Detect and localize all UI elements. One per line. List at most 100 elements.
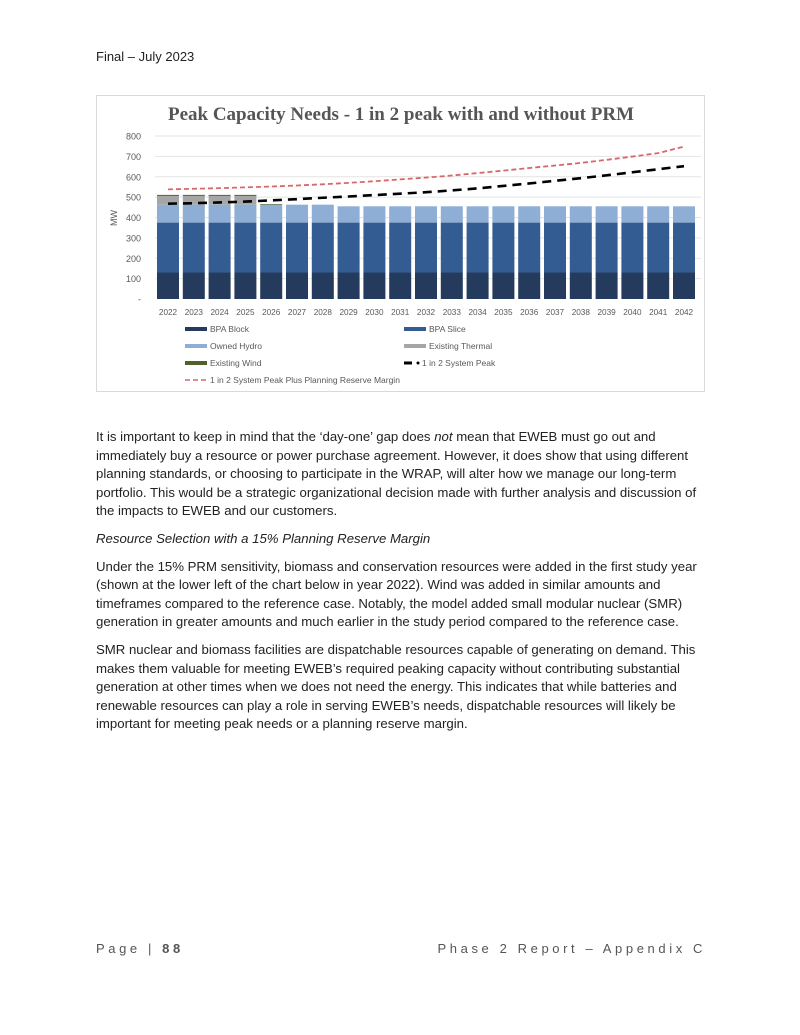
bar-segment-owned-hydro bbox=[286, 204, 308, 223]
bar-segment-bpa-slice bbox=[492, 222, 515, 273]
bar-segment-bpa-slice bbox=[389, 222, 412, 273]
p1-text-a: It is important to keep in mind that the… bbox=[96, 429, 435, 444]
bar-segment-bpa-block bbox=[595, 272, 618, 299]
bar-segment-owned-hydro bbox=[389, 206, 412, 223]
y-tick-label: 300 bbox=[126, 233, 141, 243]
bar-segment-bpa-slice bbox=[415, 222, 437, 273]
bar-segment-owned-hydro bbox=[492, 206, 515, 223]
x-tick-label: 2039 bbox=[597, 308, 616, 317]
bar-segment-owned-hydro bbox=[466, 206, 489, 223]
bar-segment-owned-hydro bbox=[311, 204, 334, 223]
bar-segment-owned-hydro bbox=[363, 206, 386, 223]
bar-segment-bpa-block bbox=[621, 272, 644, 299]
legend-swatch bbox=[404, 344, 426, 348]
bar-segment-bpa-block bbox=[311, 272, 334, 299]
bar-segment-owned-hydro bbox=[595, 206, 618, 223]
bar-segment-bpa-slice bbox=[337, 222, 360, 273]
y-tick-label: 600 bbox=[126, 172, 141, 182]
y-axis-label: MW bbox=[109, 210, 119, 226]
bar-segment-owned-hydro bbox=[544, 206, 566, 223]
paragraph-smr-biomass: SMR nuclear and biomass facilities are d… bbox=[96, 641, 696, 732]
bar-segment-owned-hydro bbox=[415, 206, 437, 223]
y-tick-label: 200 bbox=[126, 254, 141, 264]
paragraph-prm-sensitivity: Under the 15% PRM sensitivity, biomass a… bbox=[96, 558, 697, 630]
legend-swatch-dot bbox=[416, 361, 420, 365]
bar-segment-owned-hydro bbox=[260, 204, 283, 223]
bar-segment-bpa-block bbox=[647, 272, 670, 299]
bar-segment-owned-hydro bbox=[518, 206, 541, 223]
bar-segment-existing-wind bbox=[260, 204, 283, 205]
x-tick-label: 2042 bbox=[675, 308, 694, 317]
bar-segment-bpa-block bbox=[182, 272, 205, 299]
x-tick-label: 2037 bbox=[546, 308, 565, 317]
bar-segment-owned-hydro bbox=[157, 204, 179, 223]
bar-segment-existing-wind bbox=[182, 194, 205, 196]
bar-segment-bpa-slice bbox=[260, 222, 283, 273]
x-tick-label: 2028 bbox=[314, 308, 333, 317]
peak-capacity-chart: Peak Capacity Needs - 1 in 2 peak with a… bbox=[96, 95, 705, 392]
x-tick-label: 2035 bbox=[494, 308, 513, 317]
bar-segment-existing-thermal bbox=[208, 195, 231, 205]
legend-label: Owned Hydro bbox=[210, 341, 262, 351]
bar-segment-owned-hydro bbox=[673, 206, 695, 223]
legend-swatch bbox=[185, 361, 207, 365]
bar-segment-existing-wind bbox=[234, 194, 257, 196]
bar-segment-existing-thermal bbox=[182, 195, 205, 205]
p1-text-b: mean that EWEB must go out and immediate… bbox=[96, 429, 697, 519]
bar-segment-bpa-slice bbox=[544, 222, 566, 273]
bar-segment-bpa-block bbox=[157, 272, 179, 299]
bar-segment-bpa-slice bbox=[157, 222, 179, 273]
x-tick-label: 2022 bbox=[159, 308, 178, 317]
page-header: Final – July 2023 bbox=[96, 49, 195, 64]
bar-segment-bpa-block bbox=[208, 272, 231, 299]
bar-segment-bpa-slice bbox=[647, 222, 670, 273]
paragraph-day-one-gap: It is important to keep in mind that the… bbox=[96, 428, 708, 521]
legend-label: BPA Block bbox=[210, 324, 250, 334]
p1-emphasis: not bbox=[434, 429, 453, 444]
bar-segment-bpa-block bbox=[286, 272, 308, 299]
bar-segment-bpa-block bbox=[389, 272, 412, 299]
x-tick-label: 2033 bbox=[443, 308, 462, 317]
bar-segment-existing-thermal bbox=[157, 195, 179, 205]
bar-segment-bpa-slice bbox=[286, 222, 308, 273]
bar-segment-bpa-block bbox=[234, 272, 257, 299]
chart-title: Peak Capacity Needs - 1 in 2 peak with a… bbox=[168, 104, 634, 125]
bar-segment-owned-hydro bbox=[337, 206, 360, 223]
x-tick-label: 2034 bbox=[468, 308, 487, 317]
bar-segment-bpa-block bbox=[673, 272, 695, 299]
chart-svg: Peak Capacity Needs - 1 in 2 peak with a… bbox=[109, 104, 701, 385]
legend-label: 1 in 2 System Peak Plus Planning Reserve… bbox=[210, 375, 400, 385]
report-name: Phase 2 Report – Appendix C bbox=[437, 941, 706, 956]
bar-segment-bpa-block bbox=[260, 272, 283, 299]
x-tick-label: 2025 bbox=[236, 308, 255, 317]
bar-segment-bpa-slice bbox=[569, 222, 592, 273]
x-tick-label: 2032 bbox=[417, 308, 436, 317]
legend-label: Existing Thermal bbox=[429, 341, 492, 351]
x-tick-label: 2023 bbox=[185, 308, 204, 317]
bar-segment-bpa-block bbox=[544, 272, 566, 299]
bar-segment-owned-hydro bbox=[569, 206, 592, 223]
bar-segment-bpa-block bbox=[569, 272, 592, 299]
page-number: 88 bbox=[162, 941, 184, 956]
bar-segment-bpa-slice bbox=[440, 222, 463, 273]
x-tick-label: 2026 bbox=[262, 308, 281, 317]
bar-segment-bpa-slice bbox=[363, 222, 386, 273]
bar-segment-bpa-slice bbox=[518, 222, 541, 273]
x-tick-label: 2041 bbox=[649, 308, 668, 317]
bar-segment-existing-thermal bbox=[234, 195, 257, 205]
bar-segment-existing-wind bbox=[157, 194, 179, 196]
bar-segment-owned-hydro bbox=[440, 206, 463, 223]
x-tick-label: 2038 bbox=[572, 308, 591, 317]
y-tick-label: - bbox=[138, 295, 141, 305]
bar-segment-owned-hydro bbox=[621, 206, 644, 223]
bar-segment-bpa-block bbox=[337, 272, 360, 299]
page-footer: Page | 88 Phase 2 Report – Appendix C bbox=[96, 941, 706, 956]
line-system-peak-prm bbox=[167, 145, 685, 191]
section-heading: Resource Selection with a 15% Planning R… bbox=[96, 530, 431, 546]
legend-swatch bbox=[185, 327, 207, 331]
legend-label: 1 in 2 System Peak bbox=[422, 358, 496, 368]
line-system-peak bbox=[167, 164, 685, 205]
legend-label: Existing Wind bbox=[210, 358, 262, 368]
bar-segment-bpa-block bbox=[440, 272, 463, 299]
bar-segment-bpa-slice bbox=[673, 222, 695, 273]
